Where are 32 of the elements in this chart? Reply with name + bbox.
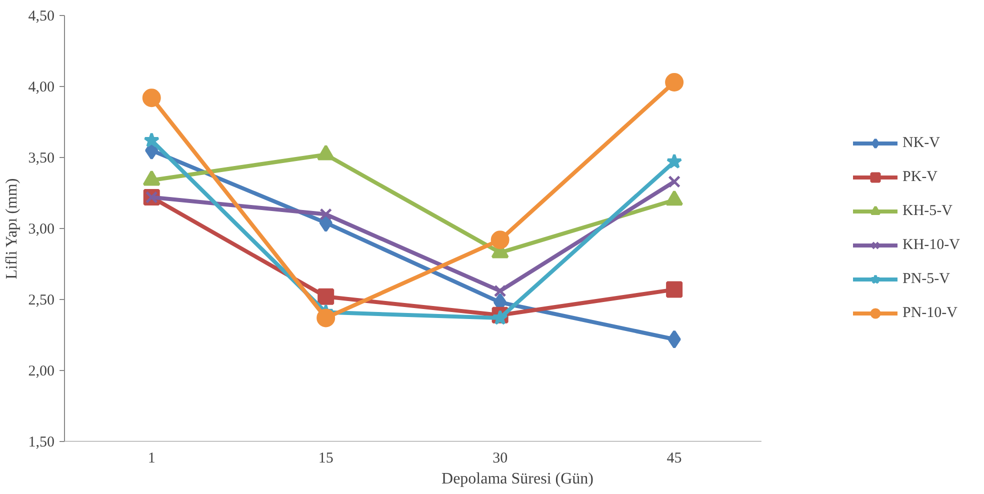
x-tick-label: 1 <box>148 450 156 466</box>
point <box>665 73 684 92</box>
x-tick-label: 30 <box>492 450 508 466</box>
legend-label: PN-10-V <box>902 304 958 322</box>
x-axis-title: Depolama Süresi (Gün) <box>442 470 594 488</box>
point <box>144 132 160 148</box>
y-tick-label: 3,00 <box>28 222 54 238</box>
point <box>666 281 683 298</box>
legend-label: NK-V <box>902 134 940 152</box>
x-tick-label: 15 <box>318 450 334 466</box>
point <box>318 288 334 305</box>
point <box>320 208 332 220</box>
x-tick-label: 45 <box>666 450 682 466</box>
legend-label: PN-5-V <box>902 270 950 288</box>
y-tick-label: 4,00 <box>28 80 54 96</box>
y-axis-title: Lifli Yapı (mm) <box>3 178 20 280</box>
point <box>490 230 510 250</box>
point <box>494 284 506 298</box>
legend-label: KH-10-V <box>902 236 960 254</box>
point <box>316 308 336 328</box>
point <box>666 154 682 169</box>
point <box>492 310 508 325</box>
legend-label: PK-V <box>902 168 938 186</box>
point <box>668 175 681 188</box>
y-tick-label: 2,50 <box>28 292 54 308</box>
y-tick-label: 3,50 <box>28 150 54 166</box>
point <box>668 330 681 349</box>
point <box>142 88 161 108</box>
legend-label: KH-5-V <box>902 202 952 220</box>
y-tick-label: 4,50 <box>28 8 54 24</box>
y-tick-label: 1,50 <box>28 434 54 450</box>
y-tick-label: 2,00 <box>28 364 54 380</box>
